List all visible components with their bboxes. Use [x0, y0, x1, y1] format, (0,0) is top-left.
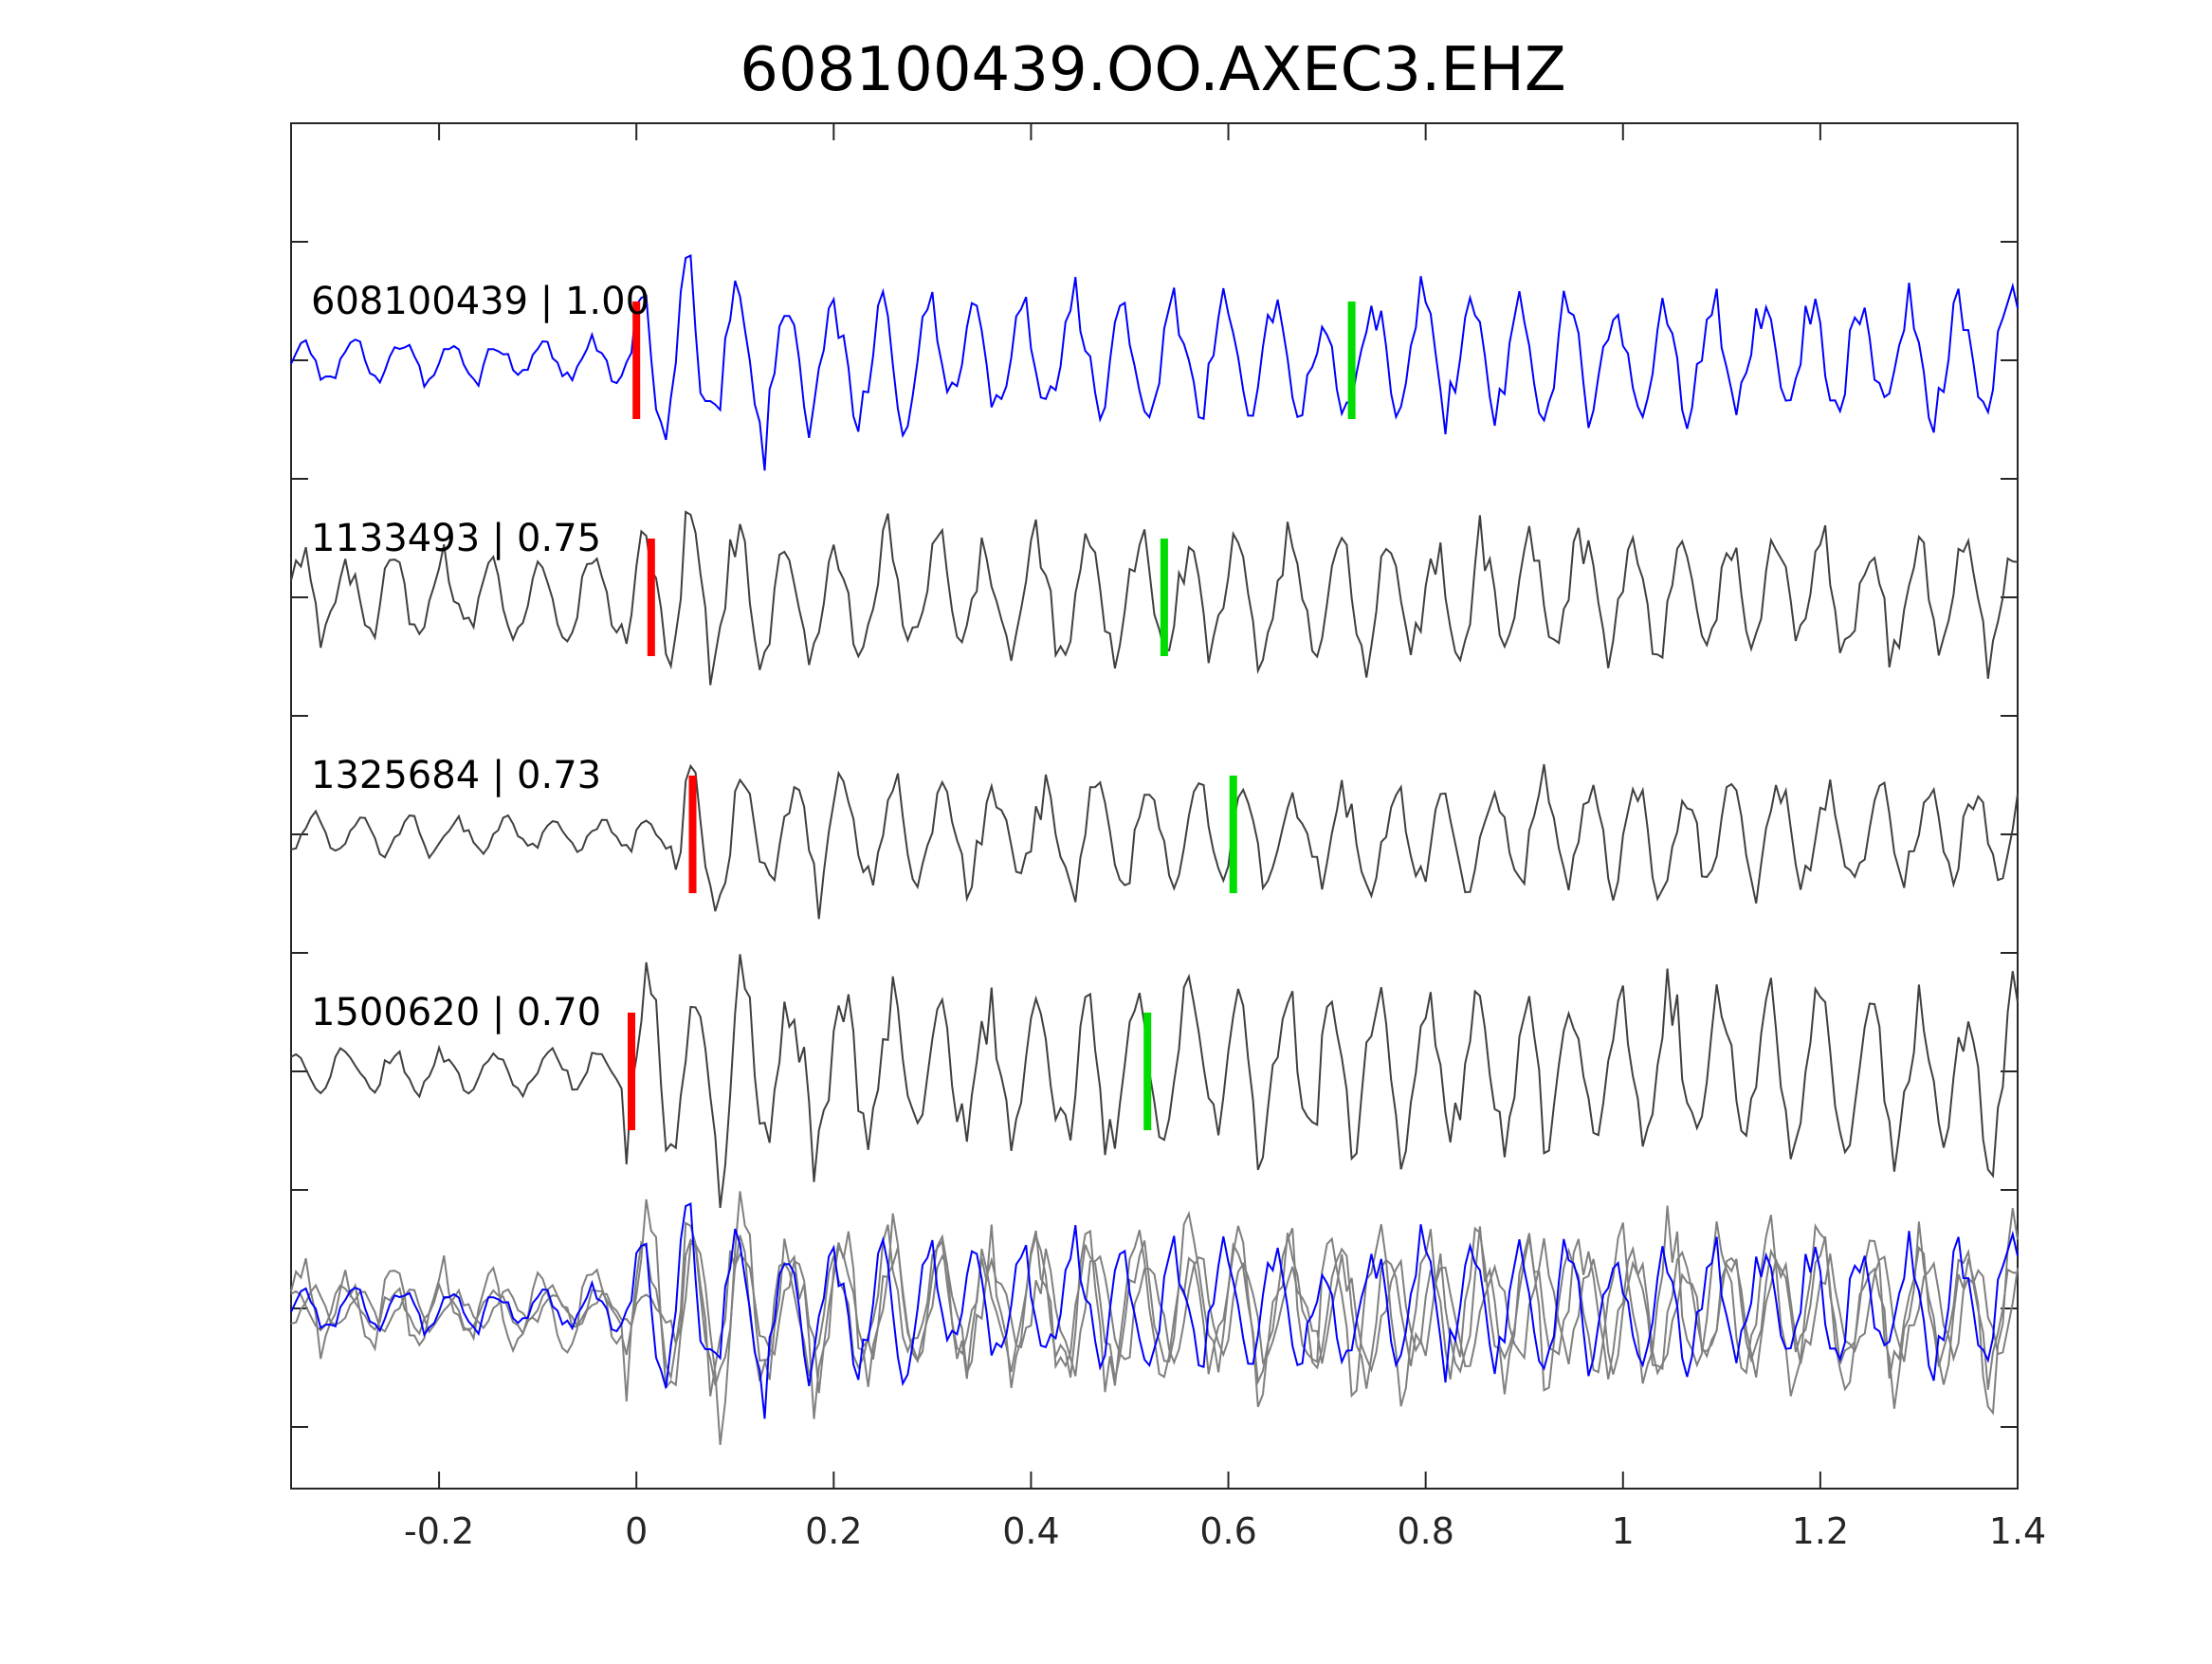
x-tick-label: 0.4 [1002, 1510, 1059, 1552]
x-tick-label: 0 [625, 1510, 648, 1552]
overlay-trace-1133493 [290, 1221, 2019, 1397]
plot-frame [290, 122, 2019, 1490]
trace-label: 1325684 | 0.73 [311, 754, 601, 797]
x-tick-label: 1 [1612, 1510, 1635, 1552]
waveform-traces [290, 254, 2019, 1209]
trace-label: 1500620 | 0.70 [311, 991, 601, 1034]
trace-label: 1133493 | 0.75 [311, 517, 601, 560]
waveform-trace-1325684 [290, 763, 2019, 920]
overlay-traces [290, 1191, 2019, 1446]
x-tick-label: 1.2 [1792, 1510, 1849, 1552]
overlay-trace-608100439 [290, 1202, 2019, 1419]
trace-labels: 608100439 | 1.00 1133493 | 0.75 1325684 | … [311, 280, 649, 1034]
waveform-trace-1500620 [290, 954, 2019, 1209]
waveform-trace-1133493 [290, 510, 2019, 686]
plot-box [290, 122, 2019, 1490]
overlay-trace-1325684 [290, 1237, 2019, 1394]
x-tick-label: -0.2 [404, 1510, 474, 1552]
x-axis-ticks: -0.2 0 0.2 0.4 0.6 0.8 1 1.2 1.4 [404, 123, 2046, 1552]
x-tick-label: 0.8 [1397, 1510, 1453, 1552]
x-tick-label: 0.6 [1199, 1510, 1256, 1552]
phase-picks [627, 302, 1356, 1130]
x-tick-label: 1.4 [1989, 1510, 2046, 1552]
x-tick-label: 0.2 [805, 1510, 862, 1552]
waveform-trace-608100439 [290, 254, 2019, 471]
overlay-trace-1500620 [290, 1191, 2019, 1446]
chart-title: 608100439.OO.AXEC3.EHZ [740, 35, 1566, 105]
trace-label: 608100439 | 1.00 [311, 280, 649, 323]
